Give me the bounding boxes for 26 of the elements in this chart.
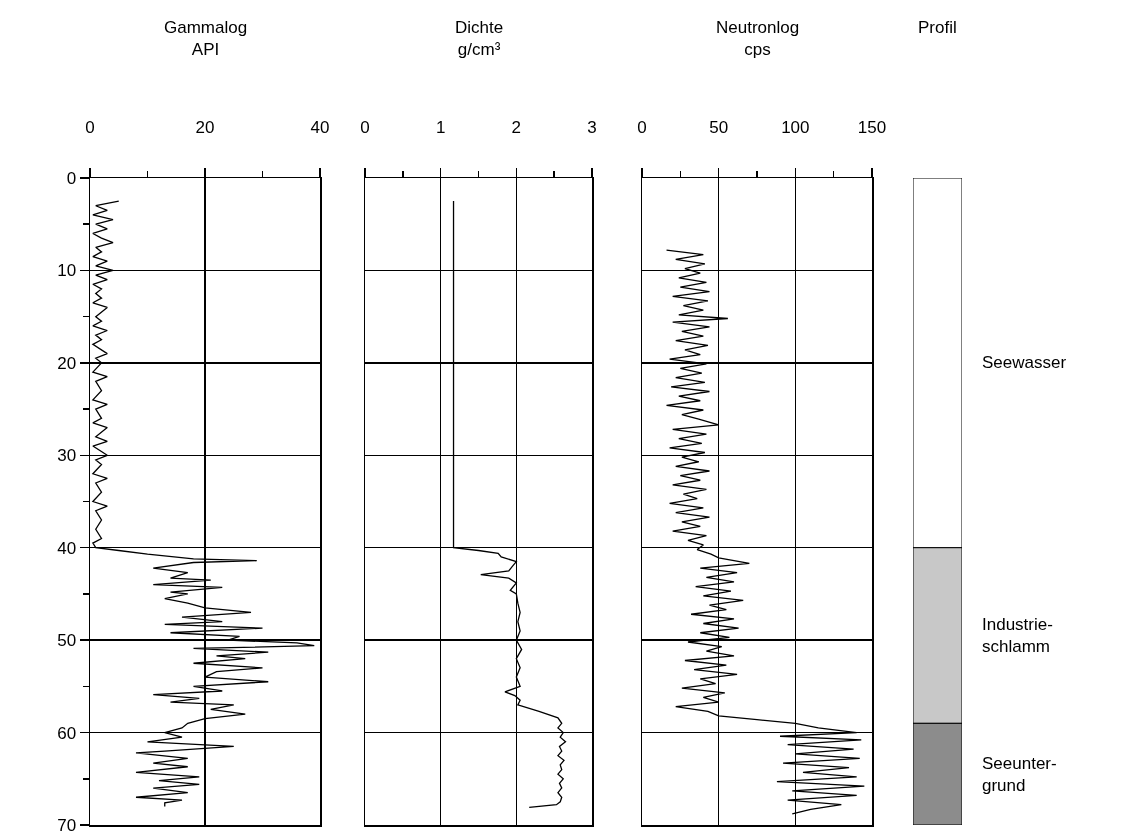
series-label: Seewasser [982,353,1067,372]
y-tick-label: 0 [66,168,77,188]
x-tick-label: 0 [360,117,370,137]
x-tick-label: 100 [781,117,810,137]
y-tick-label: 40 [57,538,77,558]
x-tick-label: 0 [637,117,647,137]
y-tick-label: 60 [57,723,77,743]
x-axis-title: Profil [918,18,957,37]
x-tick-label: 50 [709,117,729,137]
y-tick-label: 70 [57,815,77,832]
x-tick-label: 3 [587,117,597,137]
x-tick-label: 2 [511,117,522,137]
x-tick-label: 20 [195,117,215,137]
x-tick-label: 150 [857,117,887,137]
y-tick-label: 30 [57,446,77,466]
x-axis-title: Dichte g/cm³ [455,18,504,60]
x-tick-label: 0 [85,117,95,137]
y-tick-label: 20 [57,353,77,373]
x-tick-label: 40 [310,117,330,137]
x-axis-title: Neutronlog cps [716,18,800,60]
y-tick-label: 10 [57,261,77,281]
y-tick-label: 50 [57,631,77,651]
x-tick-label: 1 [435,117,446,137]
x-axis-title: Gammalog API [164,18,248,60]
series-label: Seeunter- grund [982,754,1057,796]
series-label: Industrie- schlamm [982,615,1053,657]
